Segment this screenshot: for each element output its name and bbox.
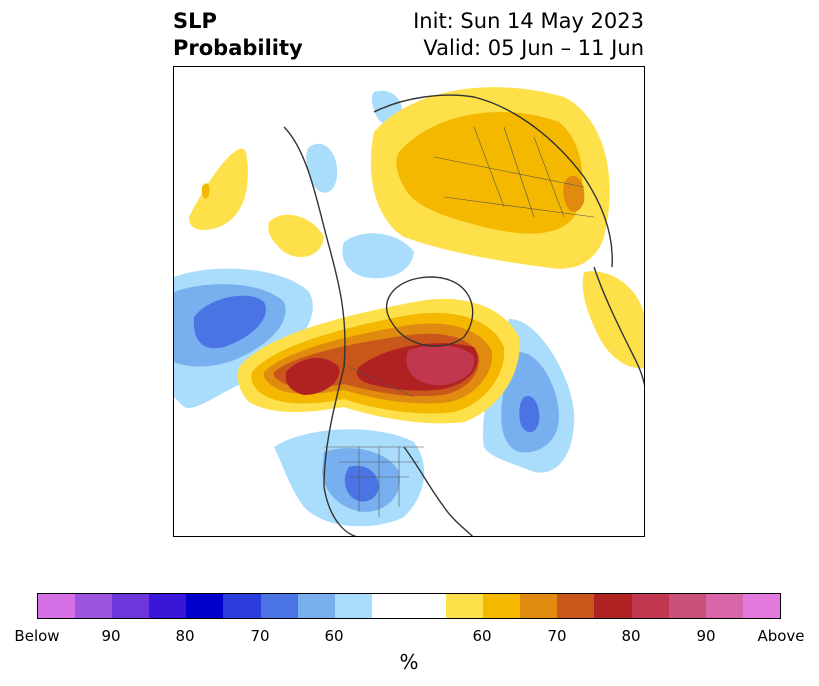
map-canvas (174, 87, 644, 536)
alaska-low-light (306, 143, 338, 193)
title-type: Probability (173, 36, 303, 60)
colorbar-cell (705, 594, 743, 618)
political-borders (324, 126, 595, 517)
colorbar-label: Above (757, 627, 805, 645)
coastlines (283, 94, 644, 536)
probability-colorbar (37, 593, 781, 619)
probability-map (173, 66, 645, 537)
colorbar-cell (186, 594, 224, 618)
colorbar-cell (742, 594, 780, 618)
colorbar-unit: % (399, 650, 419, 674)
greenland-coast (385, 276, 474, 347)
colorbar-label: 90 (101, 627, 121, 645)
colorbar-cell (483, 594, 521, 618)
pacific-low-strong (193, 295, 266, 349)
colorbar-label: 90 (696, 627, 716, 645)
colorbar-label: 80 (621, 627, 641, 645)
colorbar-cell (149, 594, 187, 618)
colorbar-label: Below (14, 627, 60, 645)
colorbar-cell (520, 594, 558, 618)
colorbar-label: 60 (472, 627, 492, 645)
hudson-low-light (342, 233, 414, 279)
colorbar-label: 80 (175, 627, 195, 645)
colorbar-cell (334, 594, 372, 618)
colorbar-label: 70 (547, 627, 567, 645)
us-low-strong (344, 465, 379, 502)
colorbar-cell (371, 594, 409, 618)
colorbar-cell (75, 594, 113, 618)
siberia-high-strong (563, 175, 585, 212)
europe-coast (593, 266, 644, 386)
eurasia-coast (373, 94, 613, 268)
colorbar-cell (557, 594, 595, 618)
map-dates: Init: Sun 14 May 2023 Valid: 05 Jun – 11… (413, 8, 644, 62)
colorbar-cell (668, 594, 706, 618)
title-variable: SLP (173, 9, 217, 33)
colorbar-cell (631, 594, 669, 618)
north-pacific-high-mid (201, 183, 210, 199)
canada-high-max-west (285, 357, 340, 395)
colorbar-label: 60 (324, 627, 344, 645)
north-pacific-high-light (189, 148, 248, 230)
colorbar-label: 70 (250, 627, 270, 645)
colorbar-cell (112, 594, 150, 618)
above-normal-regions (189, 87, 644, 424)
valid-range: Valid: 05 Jun – 11 Jun (423, 36, 644, 60)
colorbar-cell (260, 594, 298, 618)
west-coast-high-light (268, 214, 324, 257)
colorbar-cell (594, 594, 632, 618)
atlantic-low-strong (519, 396, 540, 433)
colorbar-cell (223, 594, 261, 618)
colorbar-cell (38, 594, 76, 618)
colorbar-cell (408, 594, 447, 618)
colorbar-cell (297, 594, 335, 618)
canada-high-extreme (406, 345, 475, 386)
colorbar-cell (446, 594, 484, 618)
scandinavia-high-light (582, 271, 644, 368)
north-america-coast (283, 126, 357, 536)
init-date: Init: Sun 14 May 2023 (413, 9, 644, 33)
map-title: SLP Probability (173, 8, 303, 62)
east-coast (403, 446, 474, 536)
